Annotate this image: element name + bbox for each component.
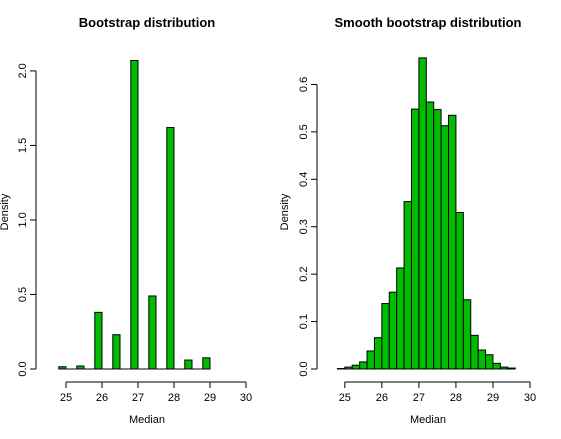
histogram-bar: [448, 114, 457, 370]
smooth-bootstrap-histogram-panel: Smooth bootstrap distribution 25 26 27 28 29…: [279, 15, 536, 426]
histogram-bar: [388, 291, 398, 370]
histogram-bar: [359, 361, 368, 370]
y-tick-label: 0.2: [298, 267, 310, 282]
histogram-bar: [148, 295, 157, 370]
x-tick-label: 26: [376, 392, 388, 404]
histogram-bar: [130, 59, 139, 370]
x-axis: 25 26 27 28 29 30: [339, 381, 536, 404]
y-tick-label: 2.0: [17, 63, 29, 78]
histogram-bar: [485, 354, 494, 370]
histogram-bar: [373, 337, 383, 370]
x-tick-label: 26: [96, 392, 108, 404]
y-tick-label: 0.4: [298, 172, 310, 187]
histogram-bar: [462, 299, 472, 370]
histogram-bar: [470, 334, 479, 370]
y-axis: 0.0 0.5 1.0 1.5 2.0: [17, 63, 37, 377]
histogram-bar: [396, 267, 405, 370]
histogram-bar: [410, 108, 420, 370]
histogram-bar: [455, 212, 464, 370]
x-tick-label: 29: [204, 392, 216, 404]
histogram-bar: [94, 311, 103, 370]
x-tick-label: 28: [168, 392, 180, 404]
x-axis-label: Median: [129, 414, 165, 426]
y-tick-label: 0.0: [298, 361, 310, 376]
x-tick-label: 25: [339, 392, 351, 404]
histogram-bar: [433, 109, 442, 370]
x-tick-label: 27: [132, 392, 144, 404]
histogram-bar: [425, 101, 435, 370]
histogram-bar: [184, 359, 193, 370]
histogram-bar: [351, 364, 361, 370]
y-tick-label: 0.1: [298, 314, 310, 329]
x-tick-label: 29: [487, 392, 499, 404]
y-axis-label: Density: [279, 193, 291, 230]
x-tick-label: 27: [413, 392, 425, 404]
histogram-bar: [440, 125, 450, 370]
x-axis: 25 26 27 28 29 30: [60, 381, 252, 404]
bootstrap-histogram-panel: Bootstrap distribution 25 26 27 28 29 30 0.00…: [0, 15, 252, 426]
x-tick-label: 25: [60, 392, 72, 404]
histogram-bar: [403, 201, 412, 370]
y-tick-label: 0.6: [298, 77, 310, 92]
y-axis: 0.0 0.1 0.2 0.3 0.4 0.5 0.6: [298, 77, 318, 377]
histogram-bars: [58, 59, 211, 370]
y-axis-label: Density: [0, 193, 11, 230]
x-tick-label: 30: [240, 392, 252, 404]
chart-title: Smooth bootstrap distribution: [334, 15, 521, 30]
y-tick-label: 0.5: [298, 124, 310, 139]
y-tick-label: 0.3: [298, 219, 310, 234]
histogram-bar: [366, 350, 375, 370]
y-tick-label: 1.5: [17, 138, 29, 153]
y-tick-label: 1.0: [17, 212, 29, 227]
y-tick-label: 0.0: [17, 361, 29, 376]
x-tick-label: 28: [450, 392, 462, 404]
histogram-bar: [418, 57, 427, 370]
histogram-bar: [202, 357, 211, 370]
chart-title: Bootstrap distribution: [79, 15, 216, 30]
x-axis-label: Median: [410, 414, 446, 426]
histogram-bar: [492, 362, 501, 370]
histogram-bars: [336, 57, 516, 370]
histogram-bar: [112, 334, 121, 370]
histogram-bar: [477, 349, 487, 370]
histogram-bar: [166, 127, 175, 370]
x-tick-label: 30: [524, 392, 536, 404]
histogram-bar: [381, 303, 390, 370]
y-tick-label: 0.5: [17, 287, 29, 302]
